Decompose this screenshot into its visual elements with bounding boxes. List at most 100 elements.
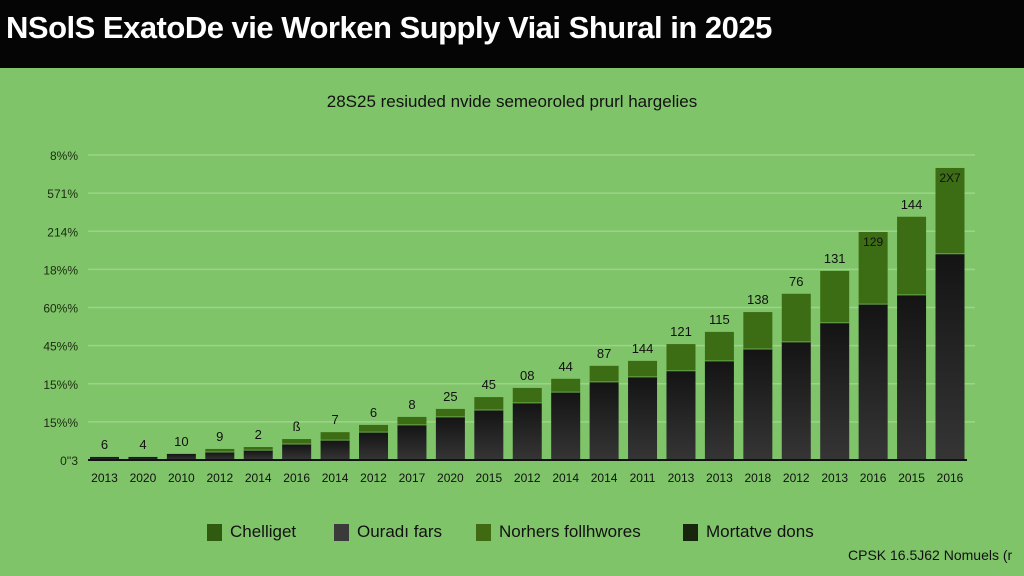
x-tick-label: 2011 (630, 471, 656, 485)
data-label: 121 (670, 324, 692, 339)
bar-segment-dark (820, 322, 850, 460)
data-label: 8 (408, 397, 415, 412)
bar-segment-green (282, 439, 312, 444)
bar-segment-green (397, 416, 427, 425)
bar-segment-green (474, 397, 504, 411)
x-tick-label: 2020 (437, 471, 464, 485)
x-tick-label: 2013 (821, 471, 848, 485)
bar-segment-green (935, 167, 965, 254)
data-label: 76 (789, 274, 803, 289)
bar-segment-green (743, 312, 773, 350)
y-tick-label: 0''3 (60, 454, 78, 468)
bar-segment-dark (435, 416, 465, 460)
bar-segment-green (435, 408, 465, 417)
x-tick-label: 2012 (783, 471, 810, 485)
x-tick-label: 2014 (591, 471, 618, 485)
data-label: 7 (331, 412, 338, 427)
bar-segment-dark (551, 392, 581, 460)
y-tick-label: 15%% (43, 416, 78, 430)
x-tick-label: 2012 (514, 471, 541, 485)
bar-segment-dark (666, 370, 696, 460)
x-tick-label: 2014 (552, 471, 579, 485)
bar-segment-green (512, 387, 542, 403)
bar-segment-green (243, 447, 273, 451)
y-tick-label: 60%% (43, 302, 78, 316)
bar-segment-dark (858, 304, 888, 460)
data-label: 6 (101, 437, 108, 452)
bar-segment-green (897, 216, 927, 295)
bar-segment-dark (282, 443, 312, 460)
legend-label: Chelliget (230, 522, 297, 541)
x-tick-label: 2010 (168, 471, 195, 485)
data-label: 87 (597, 346, 611, 361)
bar-segment-green (666, 344, 696, 371)
bar-segment-green (205, 448, 235, 452)
x-tick-label: 2013 (91, 471, 118, 485)
x-tick-label: 2017 (399, 471, 426, 485)
data-label: 115 (709, 312, 730, 327)
legend-swatch (476, 523, 491, 541)
data-label: ß (293, 419, 301, 434)
x-tick-label: 2014 (245, 471, 272, 485)
bar-segment-dark (628, 376, 658, 460)
bar-segment-dark (935, 253, 965, 460)
data-label: 144 (632, 341, 654, 356)
data-label: 9 (216, 429, 223, 444)
bar-segment-dark (589, 381, 619, 460)
x-tick-label: 2016 (860, 471, 887, 485)
x-tick-label: 2016 (283, 471, 310, 485)
bar-segment-green (781, 293, 811, 342)
legend-swatch (683, 523, 698, 541)
data-label: 2X7 (939, 171, 961, 185)
data-label: 10 (174, 434, 188, 449)
bar-segment-dark (474, 410, 504, 460)
x-tick-label: 2018 (744, 471, 771, 485)
chart-title: NSolS ExatoDe vie Worken Supply Viai Shu… (6, 10, 772, 45)
y-tick-label: 8%% (50, 149, 78, 163)
bar-segment-green (628, 360, 658, 377)
data-label: 08 (520, 368, 534, 383)
data-label: 144 (901, 197, 923, 212)
data-label: 129 (863, 235, 883, 249)
bar-segment-dark (320, 440, 350, 460)
legend-item: Chelliget (207, 522, 296, 542)
legend-label: Mortatve dons (706, 522, 814, 541)
legend-item: Mortatve dons (683, 522, 814, 542)
bar-segment-green (589, 365, 619, 382)
y-tick-label: 18%% (43, 263, 78, 277)
bar-segment-dark (243, 450, 273, 460)
bar-segment-dark (166, 453, 196, 460)
footnote: CPSK 16.5J62 Nomuels (r (848, 547, 1013, 563)
x-tick-label: 2016 (937, 471, 964, 485)
y-tick-label: 45%% (43, 340, 78, 354)
legend-label: Norhers follhwores (499, 522, 641, 541)
x-tick-label: 2013 (668, 471, 695, 485)
data-label: 25 (443, 389, 457, 404)
legend-item: Norhers follhwores (476, 522, 641, 542)
x-tick-label: 2012 (360, 471, 387, 485)
data-label: 138 (747, 292, 769, 307)
x-tick-label: 2014 (322, 471, 349, 485)
bar-segment-green (820, 270, 850, 323)
y-tick-label: 571% (47, 187, 78, 201)
y-tick-label: 214% (47, 225, 78, 239)
bar-segment-green (359, 424, 389, 433)
data-label: 6 (370, 405, 377, 420)
bar-segment-dark (743, 349, 773, 460)
legend-label: Ouradı fars (357, 522, 443, 541)
bar-segment-green (858, 232, 888, 305)
x-tick-label: 2020 (130, 471, 157, 485)
x-tick-label: 2012 (206, 471, 233, 485)
bar-segment-dark (205, 451, 235, 460)
data-label: 45 (482, 377, 496, 392)
y-tick-label: 15%% (43, 378, 78, 392)
bar-segment-dark (90, 456, 119, 460)
data-label: 4 (139, 437, 146, 452)
legend-swatch (207, 523, 222, 541)
legend-swatch (334, 523, 349, 541)
bar-segment-green (551, 378, 581, 393)
bar-segment-dark (704, 360, 734, 460)
bar-segment-dark (128, 456, 158, 460)
x-tick-label: 2015 (475, 471, 502, 485)
